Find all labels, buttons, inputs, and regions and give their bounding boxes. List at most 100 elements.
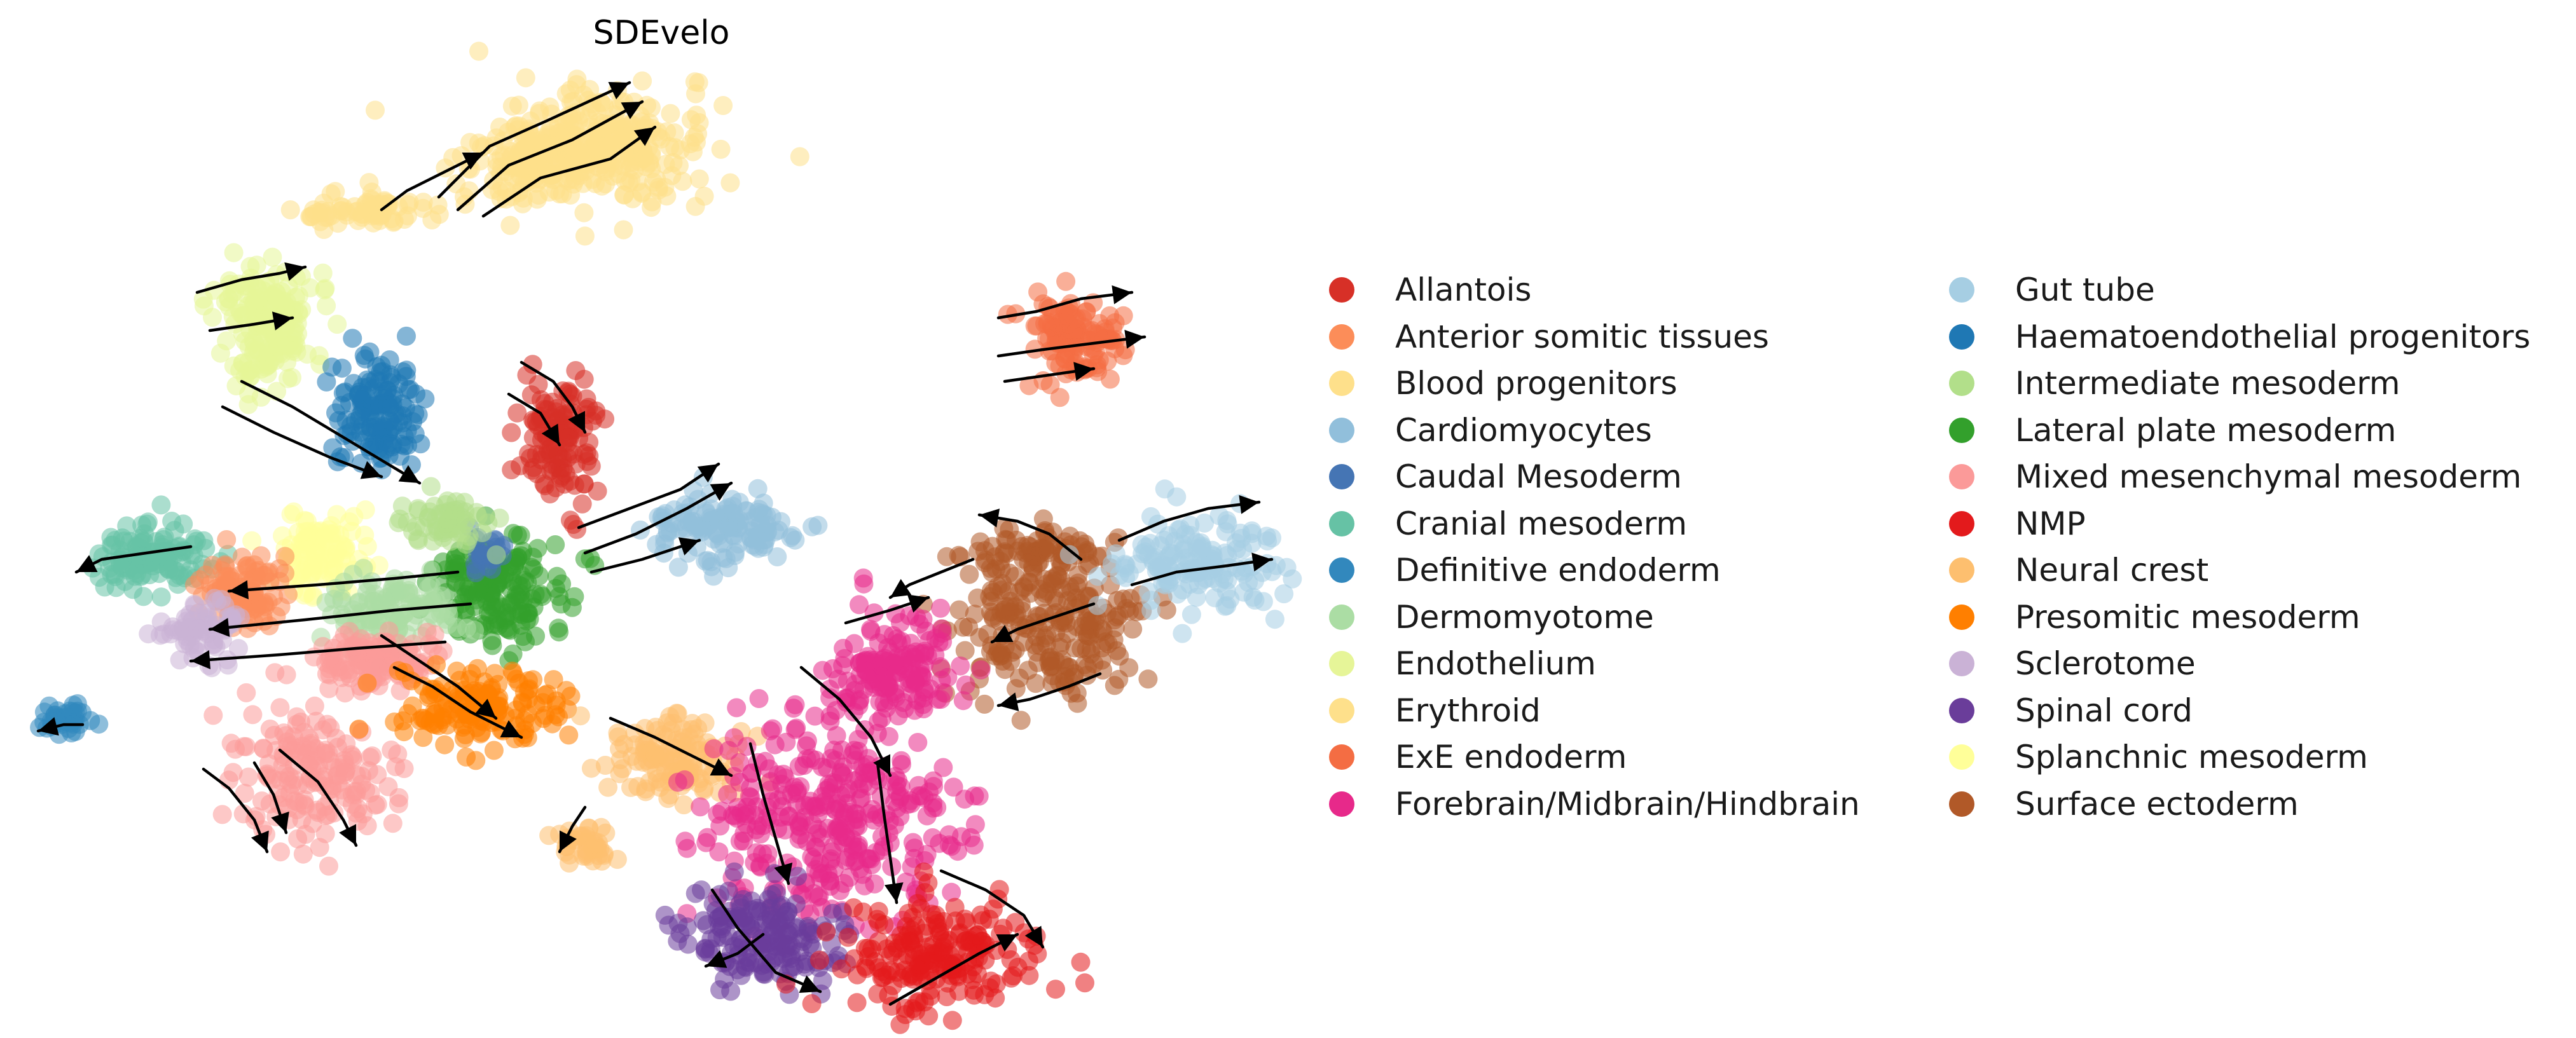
legend-item: Erythroid <box>1329 688 1541 734</box>
cell-point <box>1141 507 1161 526</box>
cell-point <box>141 550 160 570</box>
cell-point <box>457 618 476 638</box>
cell-point <box>847 993 867 1013</box>
streamline-arrow <box>462 153 483 170</box>
cell-point <box>1150 536 1170 556</box>
cell-point <box>359 173 379 193</box>
streamline <box>977 513 1083 561</box>
cell-point <box>665 123 684 142</box>
cell-point <box>1052 632 1071 652</box>
cell-point <box>939 835 959 855</box>
cell-point <box>895 999 915 1018</box>
cell-point <box>390 509 410 529</box>
cell-point <box>259 768 279 788</box>
legend-marker <box>1329 417 1354 443</box>
cell-point <box>779 807 798 826</box>
cell-point <box>704 566 724 586</box>
cell-point <box>407 597 427 617</box>
cell-point <box>292 300 312 320</box>
cell-point <box>788 866 808 886</box>
cell-point <box>798 917 818 936</box>
cell-point <box>1119 658 1139 678</box>
cell-point <box>848 840 867 860</box>
streamline <box>189 640 447 663</box>
streamline-arrow <box>873 754 890 775</box>
cell-point <box>1018 660 1038 680</box>
cell-point <box>485 664 505 683</box>
cell-point <box>237 557 256 577</box>
cell-point <box>968 925 988 945</box>
cell-point <box>1105 676 1124 695</box>
cell-point <box>218 655 238 675</box>
cell-point <box>838 927 858 947</box>
cell-point <box>837 671 857 691</box>
cell-point <box>1059 545 1079 564</box>
legend-marker <box>1949 651 1974 676</box>
cell-point <box>614 220 633 240</box>
cell-point <box>609 727 628 747</box>
cell-point <box>802 517 822 536</box>
cell-point <box>694 779 714 798</box>
legend-marker <box>1329 510 1354 536</box>
legend-label: Spinal cord <box>2015 692 2193 729</box>
streamline <box>456 100 644 212</box>
legend-item: ExE endoderm <box>1329 734 1627 780</box>
cell-point <box>644 172 663 192</box>
cell-point <box>433 528 453 547</box>
legend-marker <box>1949 604 1974 630</box>
cell-point <box>846 804 866 824</box>
cell-point <box>369 372 389 391</box>
cell-point <box>364 395 383 415</box>
legend-item: Gut tube <box>1949 267 2155 313</box>
cell-point <box>217 530 237 549</box>
cell-point <box>994 519 1014 538</box>
cell-point <box>275 547 295 566</box>
cell-point <box>426 510 446 529</box>
cell-point <box>701 929 721 949</box>
cell-point <box>964 980 984 1000</box>
cell-point <box>284 770 304 789</box>
cell-point <box>361 748 380 767</box>
cell-point <box>425 625 444 645</box>
cell-point <box>917 806 937 826</box>
cell-point <box>385 712 404 732</box>
legend-marker <box>1329 464 1354 489</box>
cell-point <box>1088 566 1108 586</box>
cell-point <box>869 712 888 732</box>
legend-marker <box>1949 557 1974 583</box>
cell-point <box>516 632 535 652</box>
cell-point <box>586 401 606 421</box>
cell-point <box>1028 282 1048 302</box>
cell-point <box>479 687 499 707</box>
cell-point <box>834 639 853 658</box>
cell-point <box>445 500 465 520</box>
cell-point <box>259 754 279 774</box>
cell-point <box>689 113 709 132</box>
cell-point <box>364 591 384 611</box>
cell-point <box>658 742 677 762</box>
cell-point <box>215 555 235 575</box>
streamline-arrow <box>907 594 928 613</box>
cell-point <box>1283 569 1302 589</box>
cell-point <box>394 759 414 779</box>
legend-item: Mixed mesenchymal mesoderm <box>1949 454 2521 500</box>
cell-point <box>421 477 441 496</box>
cell-point <box>575 549 595 569</box>
legend-item: Presomitic mesoderm <box>1949 594 2360 640</box>
cell-point <box>914 924 933 943</box>
cell-point <box>1113 306 1133 325</box>
cell-point <box>1274 584 1294 604</box>
cell-point <box>317 296 336 316</box>
cell-point <box>628 777 648 796</box>
cell-point <box>719 741 739 760</box>
cell-point <box>980 978 1000 998</box>
cell-point <box>801 748 820 768</box>
cell-point <box>151 495 171 515</box>
cell-point <box>1099 329 1119 348</box>
cell-point <box>1242 521 1262 541</box>
cell-point <box>357 673 377 693</box>
legend-label: Dermomyotome <box>1395 598 1654 636</box>
cell-point <box>724 862 744 882</box>
streamline-arrow <box>706 950 727 968</box>
cell-point <box>711 139 731 159</box>
